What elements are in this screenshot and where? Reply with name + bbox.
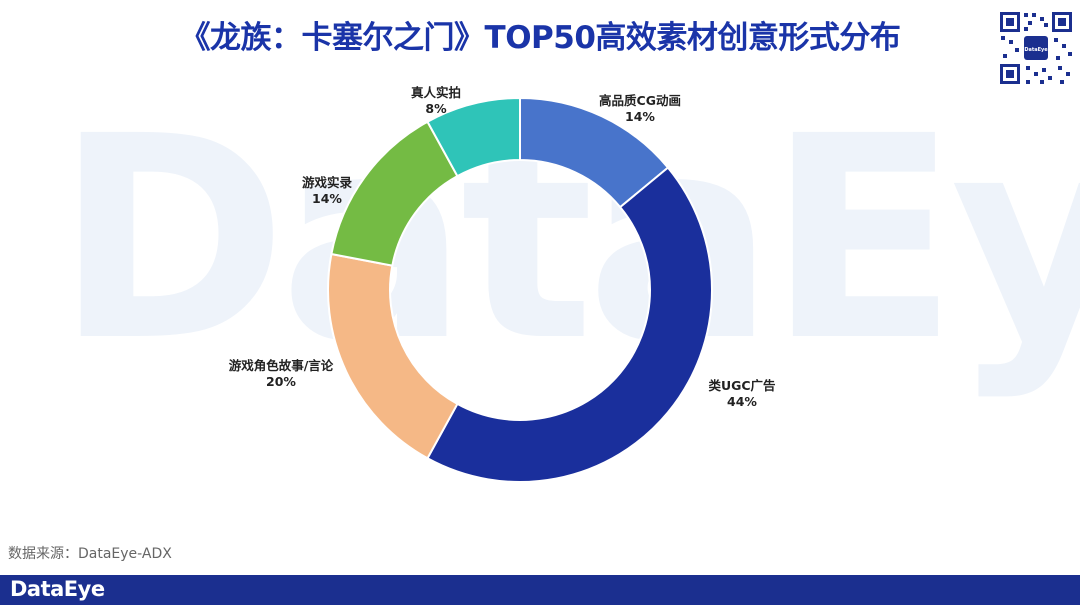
donut-slice[interactable] (426, 166, 713, 483)
footer-brand-logo: DataEye (10, 577, 105, 601)
donut-slices (327, 96, 713, 483)
slice-value-label: 8% (425, 101, 447, 116)
slice-category-label: 类UGC广告 (708, 378, 776, 393)
slice-category-label: 高品质CG动画 (599, 93, 681, 108)
page-title: 《龙族：卡塞尔之门》TOP50高效素材创意形式分布 (179, 20, 901, 56)
slice-category-label: 游戏实录 (302, 175, 353, 190)
donut-slice[interactable] (327, 252, 459, 460)
slice-category-label: 游戏角色故事/言论 (229, 358, 334, 373)
slice-category-label: 真人实拍 (411, 85, 461, 100)
qr-code[interactable]: DataEye (998, 10, 1074, 86)
slice-value-label: 14% (625, 109, 655, 124)
donut-slice[interactable] (426, 96, 521, 178)
slice-value-label: 44% (727, 394, 757, 409)
donut-labels: 高品质CG动画14%类UGC广告44%游戏角色故事/言论20%游戏实录14%真人… (229, 85, 776, 409)
slice-value-label: 14% (312, 191, 342, 206)
footer-bar: DataEye (0, 575, 1080, 605)
slice-value-label: 20% (266, 374, 296, 389)
data-source: 数据来源：DataEye-ADX (8, 546, 172, 562)
qr-logo-text: DataEye (1024, 47, 1048, 53)
